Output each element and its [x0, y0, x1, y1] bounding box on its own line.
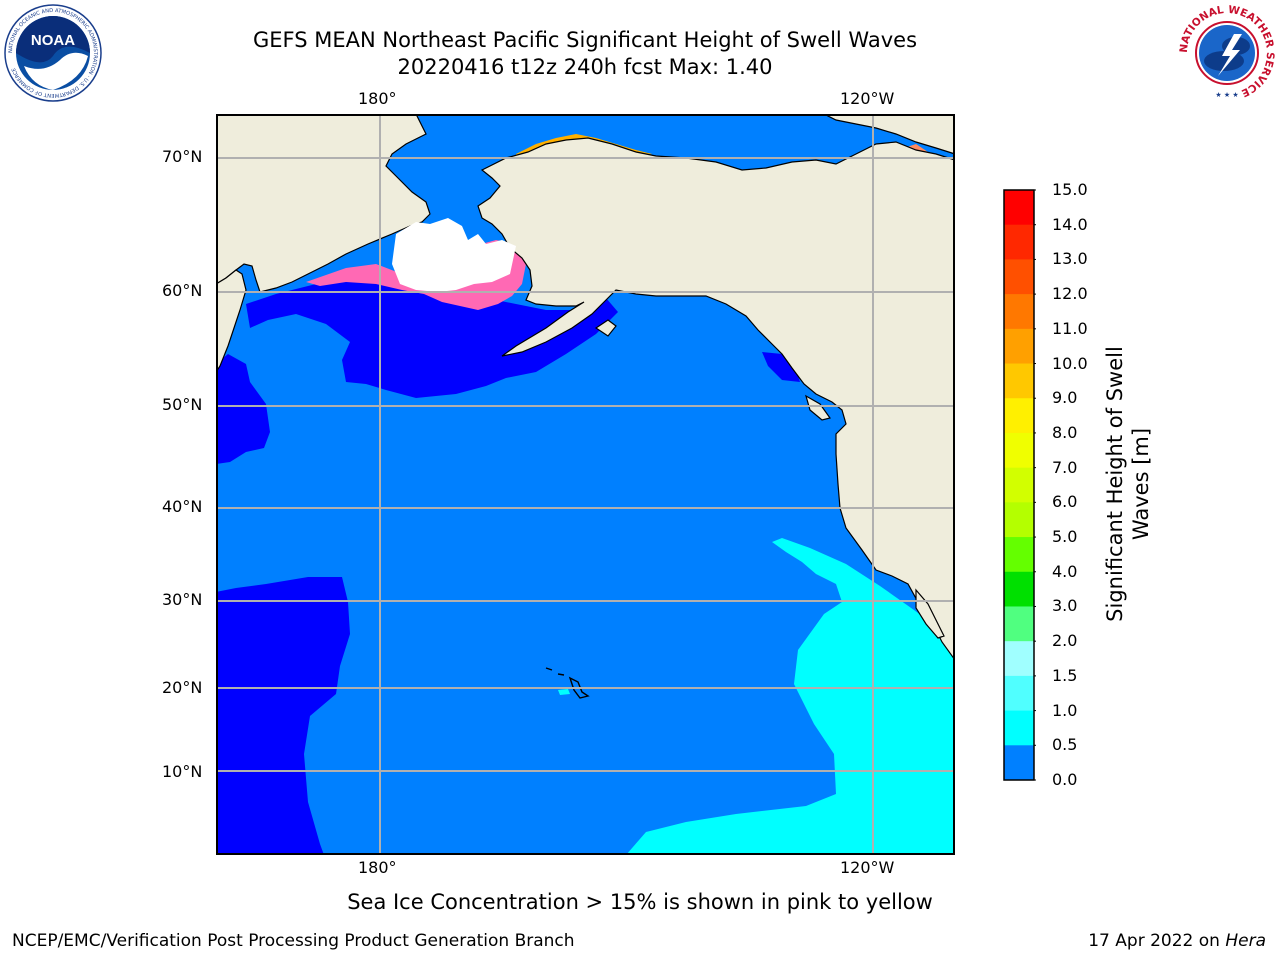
land-kodiak [594, 319, 617, 337]
land-alaska-east-top [824, 115, 954, 155]
swell-low-north [246, 280, 618, 398]
land-vancouver-island [805, 394, 832, 421]
colorbar-swatch [1004, 398, 1034, 434]
footer-machine: Hera [1225, 931, 1266, 951]
footer-right: 17 Apr 2022 on Hera [1088, 931, 1266, 951]
swell-low-bc [762, 352, 800, 382]
swell-high-hawaii [558, 689, 570, 695]
colorbar-swatch [1004, 328, 1034, 365]
colorbar-tick-label: 9.0 [1052, 388, 1078, 408]
land-seward-fill [392, 218, 516, 292]
colorbar-swatch [1004, 259, 1034, 295]
lon-tick-top-180: 180° [358, 89, 397, 108]
graticule [217, 115, 954, 854]
lon-tick-bottom-120w: 120°W [840, 858, 895, 877]
colorbar-tick-label: 11.0 [1052, 318, 1088, 338]
lat-tick-40n: 40°N [162, 497, 203, 516]
colorbar-tick-label: 5.0 [1052, 527, 1078, 547]
lat-tick-30n: 30°N [162, 590, 203, 609]
colorbar-label: Significant Height of Swell Waves [m] [1102, 284, 1154, 684]
svg-text:★ ★ ★: ★ ★ ★ [1215, 91, 1238, 99]
colorbar-tick-label: 1.0 [1052, 700, 1078, 720]
colorbar-swatch [1004, 294, 1034, 330]
lon-tick-top-120w: 120°W [840, 89, 895, 108]
colorbar-swatch [1004, 745, 1034, 781]
chart-subtitle: 20220416 t12z 240h fcst Max: 1.40 [397, 55, 773, 79]
colorbar-tick-label: 8.0 [1052, 422, 1078, 442]
colorbar-tick-label: 10.0 [1052, 353, 1088, 373]
lon-tick-bottom-180: 180° [358, 858, 397, 877]
sea-ice-caption: Sea Ice Concentration > 15% is shown in … [347, 890, 933, 914]
map [216, 114, 955, 855]
colorbar-swatch [1004, 641, 1034, 677]
colorbar-tick-label: 7.0 [1052, 457, 1078, 477]
lat-tick-60n: 60°N [162, 281, 203, 300]
colorbar-tick-label: 2.0 [1052, 631, 1078, 651]
colorbar-swatch [1004, 606, 1034, 642]
noaa-logo-text: NOAA [31, 32, 75, 49]
map-frame [216, 114, 955, 855]
noaa-logo: NOAA NATIONAL OCEANIC AND ATMOSPHERIC AD… [4, 4, 102, 102]
colorbar-tick-label: 0.0 [1052, 770, 1078, 789]
colorbar-frame [1003, 189, 1035, 781]
colorbar-swatch [1004, 675, 1034, 712]
colorbar-swatch [1004, 190, 1034, 226]
colorbar-tick-label: 4.0 [1052, 561, 1078, 581]
colorbar [1003, 189, 1036, 781]
footer-date: 17 Apr 2022 on [1088, 931, 1226, 951]
lat-tick-50n: 50°N [162, 395, 203, 414]
swell-low-west [217, 577, 350, 854]
colorbar-swatch [1004, 537, 1034, 573]
sea-ice-arctic [516, 134, 652, 166]
nws-logo: NATIONAL WEATHER SERVICE ★ ★ ★ [1178, 4, 1276, 100]
colorbar-tick-label: 12.0 [1052, 284, 1088, 304]
chart-title: GEFS MEAN Northeast Pacific Significant … [252, 28, 918, 52]
land-alaska-north-america [477, 137, 954, 660]
land-kamchatka [217, 269, 247, 372]
land-hawaii [545, 667, 590, 699]
colorbar-tick-label: 3.0 [1052, 596, 1078, 616]
swell-low-west-upper [217, 354, 270, 464]
colorbar-swatch [1004, 710, 1034, 746]
colorbar-tick-label: 14.0 [1052, 214, 1088, 234]
colorbar-tick-label: 6.0 [1052, 492, 1078, 512]
colorbar-swatch [1004, 432, 1034, 469]
colorbar-swatch [1004, 502, 1034, 538]
colorbar-tick-label: 13.0 [1052, 249, 1088, 269]
lat-tick-10n: 10°N [162, 762, 203, 781]
colorbar-tick-label: 0.5 [1052, 735, 1078, 755]
colorbar-tick-label: 15.0 [1052, 180, 1088, 199]
lat-tick-70n: 70°N [162, 147, 203, 166]
colorbar-swatch [1004, 571, 1034, 607]
colorbar-swatch [1004, 363, 1034, 399]
colorbar-label-line2: Waves [m] [1129, 427, 1153, 541]
lat-tick-20n: 20°N [162, 678, 203, 697]
colorbar-tick-label: 1.5 [1052, 665, 1078, 685]
footer-left: NCEP/EMC/Verification Post Processing Pr… [12, 931, 575, 951]
colorbar-label-line1: Significant Height of Swell [1103, 346, 1127, 622]
colorbar-swatch [1004, 224, 1034, 260]
colorbar-swatch [1004, 467, 1034, 503]
